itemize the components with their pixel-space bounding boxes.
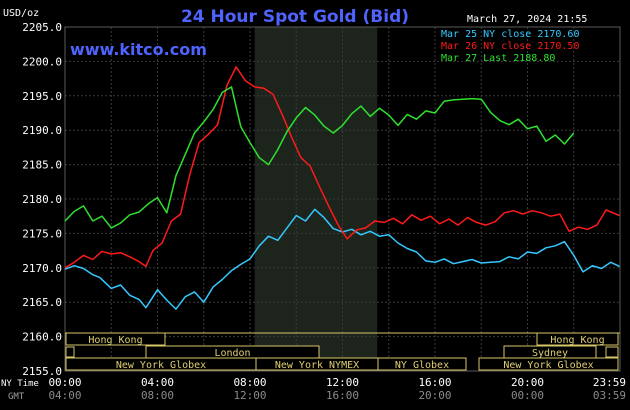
session-box: [377, 357, 467, 371]
series-lines: [64, 66, 620, 310]
session-label: Sydney: [532, 348, 568, 359]
y-tick-label: 2200.0: [22, 55, 62, 68]
website-link[interactable]: www.kitco.com: [70, 40, 207, 59]
nymex-session-shading: [254, 27, 378, 371]
gmt-label: GMT: [8, 392, 25, 402]
y-tick-label: 2155.0: [22, 365, 62, 378]
x-tick-label-gmt: 16:00: [326, 389, 359, 402]
y-tick-label: 2185.0: [22, 159, 62, 172]
series-line-3: [64, 86, 575, 229]
x-tick-label-ny: 23:59: [593, 376, 626, 389]
nymex-shade: [254, 27, 378, 371]
x-tick-label-ny: 00:00: [48, 376, 81, 389]
x-tick-label-gmt: 20:00: [418, 389, 451, 402]
session-label: NY Globex: [395, 360, 449, 371]
y-axis-unit-label: USD/oz: [3, 8, 39, 19]
session-label: New York Globex: [116, 360, 206, 371]
x-tick-label-ny: 12:00: [326, 376, 359, 389]
session-marker: [65, 346, 75, 358]
x-tick-label-gmt: 03:59: [593, 389, 626, 402]
y-tick-label: 2170.0: [22, 262, 62, 275]
x-axis-ticks: 00:00 04:00 08:00 12:00 16:00 20:00 23:5904:00…: [48, 376, 626, 402]
x-tick-label-ny: 20:00: [511, 376, 544, 389]
y-tick-label: 2195.0: [22, 90, 62, 103]
session-marker: [605, 346, 619, 358]
y-tick-label: 2160.0: [22, 331, 62, 344]
x-tick-label-gmt: 00:00: [511, 389, 544, 402]
x-tick-label-ny: 08:00: [233, 376, 266, 389]
legend: Mar 25 NY close 2170.60 Mar 26 NY close …: [441, 29, 579, 64]
session-box: [478, 357, 619, 371]
x-tick-label-gmt: 12:00: [233, 389, 266, 402]
timestamp: March 27, 2024 21:55: [467, 14, 587, 25]
legend-entry-mar27: Mar 27 Last 2188.80: [441, 53, 555, 64]
y-tick-label: 2190.0: [22, 124, 62, 137]
y-tick-label: 2180.0: [22, 193, 62, 206]
y-axis-ticks: 2155.0 2160.0 2165.0 2170.0 2175.0 2180.0 2185…: [22, 21, 62, 378]
y-tick-label: 2175.0: [22, 227, 62, 240]
market-sessions: Hong Kong London New York Globex New York N…: [65, 332, 620, 371]
chart-title: 24 Hour Spot Gold (Bid): [181, 7, 409, 27]
session-label: Hong Kong: [88, 335, 142, 346]
y-tick-label: 2165.0: [22, 296, 62, 309]
grid: [64, 26, 621, 372]
session-label: Hong Kong: [550, 335, 604, 346]
ny-time-label: NY Time: [1, 379, 39, 389]
session-label: London: [214, 348, 250, 359]
series-line-2: [64, 66, 620, 269]
session-label: New York Globex: [503, 360, 593, 371]
x-tick-label-gmt: 08:00: [141, 389, 174, 402]
plot-frame: [64, 26, 621, 372]
session-box: [65, 332, 166, 346]
x-tick-label-ny: 16:00: [418, 376, 451, 389]
session-label: New York NYMEX: [275, 360, 359, 371]
legend-entry-mar26: Mar 26 NY close 2170.50: [441, 41, 579, 52]
y-tick-label: 2205.0: [22, 21, 62, 34]
legend-entry-mar25: Mar 25 NY close 2170.60: [441, 29, 579, 40]
x-tick-label-gmt: 04:00: [48, 389, 81, 402]
x-tick-label-ny: 04:00: [141, 376, 174, 389]
session-box: [536, 332, 619, 346]
